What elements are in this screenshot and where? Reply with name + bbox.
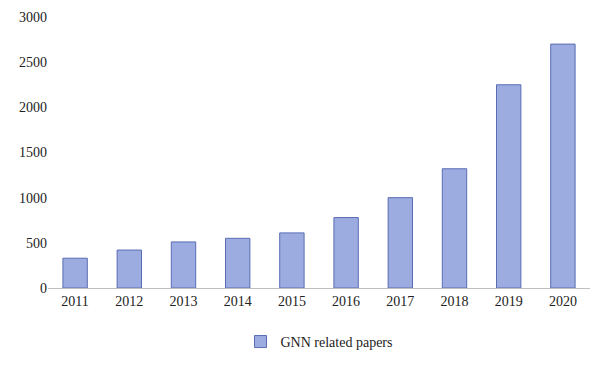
svg-text:2500: 2500 (19, 55, 47, 70)
svg-text:2019: 2019 (495, 294, 523, 309)
svg-text:2016: 2016 (332, 294, 360, 309)
svg-text:2015: 2015 (278, 294, 306, 309)
svg-text:2018: 2018 (441, 294, 469, 309)
svg-text:2017: 2017 (386, 294, 414, 309)
svg-text:2000: 2000 (19, 100, 47, 115)
svg-text:2013: 2013 (170, 294, 198, 309)
svg-text:500: 500 (26, 236, 47, 251)
svg-text:0: 0 (40, 281, 47, 296)
svg-text:1000: 1000 (19, 191, 47, 206)
svg-text:2020: 2020 (549, 294, 577, 309)
svg-text:2014: 2014 (224, 294, 252, 309)
svg-text:2012: 2012 (115, 294, 143, 309)
svg-text:3000: 3000 (19, 10, 47, 25)
svg-text:2011: 2011 (61, 294, 88, 309)
svg-text:1500: 1500 (19, 145, 47, 160)
svg-text:GNN related papers: GNN related papers (281, 335, 393, 350)
